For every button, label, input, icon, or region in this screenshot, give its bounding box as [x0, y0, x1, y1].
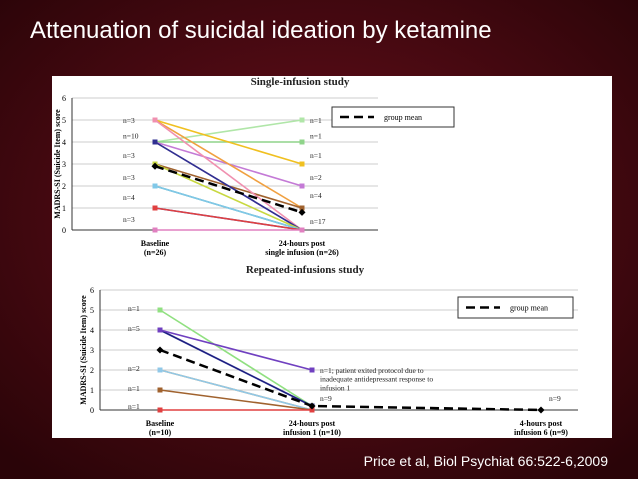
y-tick-label: 5	[90, 306, 94, 315]
series-line	[154, 163, 303, 231]
annotation: n=1	[128, 304, 140, 313]
legend-box	[457, 296, 574, 319]
y-tick-label: 4	[62, 138, 66, 147]
x-tick-label: 24-hours post single infusion (n=26)	[265, 239, 339, 257]
series-line	[159, 329, 313, 407]
annotation: n=4	[123, 193, 135, 202]
series-line	[159, 329, 313, 371]
annotation: n=2	[128, 364, 140, 373]
series-line	[154, 185, 303, 231]
y-tick-label: 0	[62, 226, 66, 235]
point-marker	[151, 162, 159, 170]
point-marker	[299, 227, 305, 233]
y-tick-label: 5	[62, 116, 66, 125]
y-axis-label: MADRS-SI (Suicide Item) score	[53, 109, 62, 219]
point-marker	[157, 327, 163, 333]
y-tick-label: 4	[90, 326, 94, 335]
annotation: n=17	[310, 217, 326, 226]
x-tick-label: 24-hours post infusion 1 (n=10)	[283, 419, 341, 437]
y-tick-label: 1	[62, 204, 66, 213]
series-line	[154, 141, 303, 231]
series-line	[154, 119, 303, 231]
point-marker	[299, 183, 305, 189]
series-line	[159, 389, 313, 411]
y-tick-label: 2	[90, 366, 94, 375]
annotation: n=1	[128, 384, 140, 393]
y-tick-label: 0	[90, 406, 94, 415]
citation: Price et al, Biol Psychiat 66:522-6,2009	[364, 453, 609, 469]
series-line	[159, 369, 313, 411]
series-line	[154, 119, 303, 165]
series-line	[154, 207, 303, 231]
y-tick-label: 6	[90, 286, 94, 295]
annotation: n=3	[123, 215, 135, 224]
legend-label: group mean	[510, 304, 548, 313]
point-marker	[299, 139, 305, 145]
x-tick-label: Baseline (n=10)	[146, 419, 175, 437]
y-tick-label: 1	[90, 386, 94, 395]
series-line	[159, 309, 313, 407]
x-tick-label: Baseline (n=26)	[141, 239, 170, 257]
annotation: n=1	[310, 131, 322, 140]
point-marker	[152, 183, 158, 189]
chart-title: Single-infusion study	[251, 76, 350, 88]
annotation: n=1; patient exited protocol due to inade…	[320, 366, 433, 392]
annotation: n=5	[128, 324, 140, 333]
point-marker	[537, 406, 545, 414]
point-marker	[157, 387, 163, 393]
point-marker	[157, 307, 163, 313]
point-marker	[308, 402, 316, 410]
point-marker	[309, 407, 315, 413]
point-marker	[309, 367, 315, 373]
annotation: n=3	[123, 151, 135, 160]
point-marker	[157, 367, 163, 373]
point-marker	[299, 117, 305, 123]
point-marker	[157, 407, 163, 413]
annotation: n=3	[123, 173, 135, 182]
point-marker	[299, 161, 305, 167]
annotation: n=10	[123, 131, 139, 140]
y-tick-label: 6	[62, 94, 66, 103]
chart-title: Repeated-infusions study	[246, 264, 365, 276]
figure-panel	[52, 76, 612, 438]
x-tick-label: 4-hours post infusion 6 (n=9)	[514, 419, 568, 437]
annotation: n=1	[310, 116, 322, 125]
mean-line	[154, 165, 303, 214]
point-marker	[152, 205, 158, 211]
annotation: n=9	[320, 394, 332, 403]
annotation: n=3	[123, 116, 135, 125]
y-tick-label: 2	[62, 182, 66, 191]
y-tick-label: 3	[62, 160, 66, 169]
point-marker	[156, 346, 164, 354]
series-line	[154, 119, 303, 209]
point-marker	[152, 139, 158, 145]
point-marker	[299, 205, 305, 211]
point-marker	[152, 117, 158, 123]
y-tick-label: 3	[90, 346, 94, 355]
point-marker	[298, 208, 306, 216]
annotation: n=1	[128, 402, 140, 411]
point-marker	[152, 227, 158, 233]
y-axis-label: MADRS-SI (Suicide Item) score	[79, 295, 88, 405]
annotation: n=1	[310, 151, 322, 160]
annotation: n=9	[549, 394, 561, 403]
annotation: n=2	[310, 173, 322, 182]
slide-title: Attenuation of suicidal ideation by keta…	[30, 17, 492, 44]
annotation: n=4	[310, 191, 322, 200]
legend-label: group mean	[384, 113, 422, 122]
legend-box	[331, 106, 455, 128]
